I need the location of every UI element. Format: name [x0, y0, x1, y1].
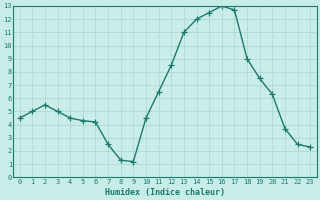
X-axis label: Humidex (Indice chaleur): Humidex (Indice chaleur): [105, 188, 225, 197]
